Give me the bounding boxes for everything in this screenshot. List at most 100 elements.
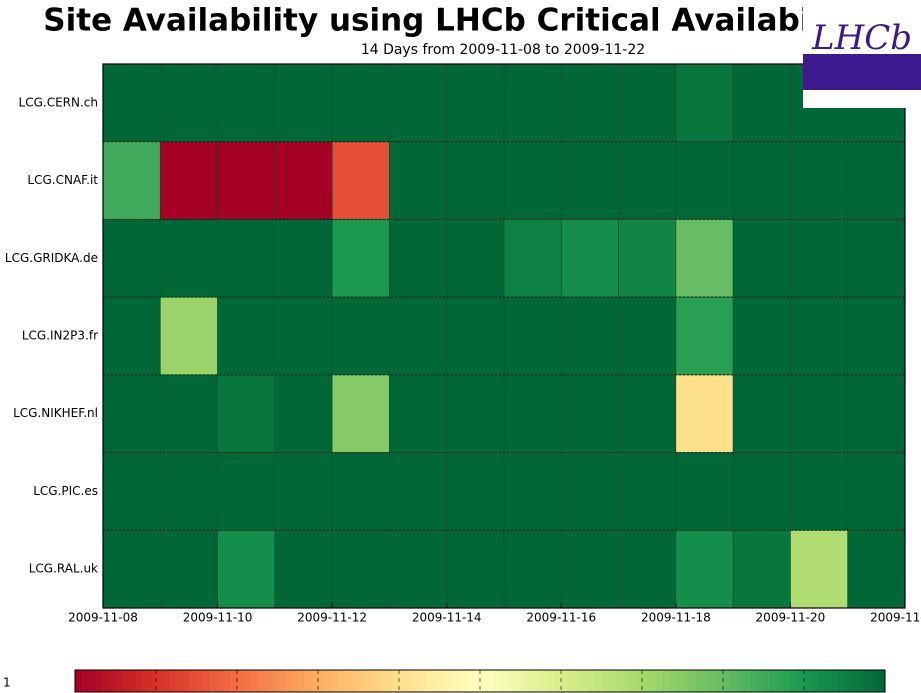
heatmap-cell: [217, 374, 276, 453]
heatmap-cell: [159, 452, 218, 531]
colorbar-segment: [608, 670, 616, 692]
colorbar-segment: [466, 670, 474, 692]
heatmap-cell: [274, 452, 333, 531]
colorbar-segment: [338, 670, 346, 692]
colorbar-segment: [561, 670, 569, 692]
colorbar-frame: [74, 669, 886, 693]
colorbar-segment: [615, 670, 623, 692]
colorbar-segment: [831, 670, 839, 692]
heatmap-cell: [675, 296, 734, 376]
colorbar-segment: [756, 670, 764, 692]
colorbar-segment: [142, 670, 150, 692]
colorbar-segment: [392, 670, 400, 692]
heatmap-cell: [446, 63, 505, 143]
colorbar-segment: [547, 670, 555, 692]
chart-title: Site Availability using LHCb Critical Av…: [43, 3, 866, 39]
colorbar-segment: [176, 670, 184, 692]
colorbar-segment: [662, 670, 670, 692]
heatmap-cell: [618, 452, 677, 531]
colorbar-segment: [709, 670, 717, 692]
heatmap-cell: [389, 452, 448, 531]
colorbar-segment: [777, 670, 785, 692]
heatmap-cell: [217, 452, 276, 531]
heatmap-cell: [446, 141, 505, 220]
colorbar-segment: [716, 670, 724, 692]
heatmap-cell: [847, 374, 906, 453]
colorbar-segment: [642, 670, 650, 692]
y-tick-label: LCG.IN2P3.fr: [22, 329, 98, 343]
colorbar-segment: [75, 670, 83, 692]
heatmap-cell: [274, 296, 333, 376]
colorbar-segment: [655, 670, 663, 692]
colorbar-segment: [122, 670, 130, 692]
colorbar-segment: [804, 670, 812, 692]
heatmap-cell: [331, 452, 390, 531]
colorbar-segment: [696, 670, 704, 692]
y-tick-label: LCG.PIC.es: [33, 484, 98, 498]
colorbar-segment: [412, 670, 420, 692]
colorbar-segment: [689, 670, 697, 692]
heatmap-cell: [503, 141, 562, 220]
heatmap-cell: [847, 141, 906, 220]
colorbar-segment: [500, 670, 508, 692]
heatmap-cell: [790, 296, 849, 376]
plot-frame: [102, 63, 906, 609]
heatmap-cell: [331, 296, 390, 376]
colorbar-segment: [790, 670, 798, 692]
heatmap-cell: [503, 219, 562, 298]
heatmap-cell: [446, 219, 505, 298]
heatmap-cell: [331, 219, 390, 298]
heatmap-cell: [389, 296, 448, 376]
heatmap-cell: [274, 529, 333, 609]
colorbar-segment: [878, 670, 886, 692]
colorbar-segment: [216, 670, 224, 692]
heatmap-cell: [446, 529, 505, 609]
colorbar-segment: [493, 670, 501, 692]
colorbar-segment: [473, 670, 481, 692]
colorbar-segment: [486, 670, 494, 692]
heatmap-cell: [389, 374, 448, 453]
colorbar-segment: [520, 670, 528, 692]
colorbar-segment: [385, 670, 393, 692]
colorbar-segment: [189, 670, 197, 692]
colorbar-segment: [507, 670, 515, 692]
heatmap-cell: [618, 141, 677, 220]
colorbar-segment: [108, 670, 116, 692]
colorbar-segment: [534, 670, 542, 692]
heatmap-cell: [732, 529, 791, 609]
colorbar-segment: [405, 670, 413, 692]
heatmap-cell: [102, 296, 161, 376]
heatmap-cell: [732, 296, 791, 376]
heatmap-cell: [159, 374, 218, 453]
heatmap-cell: [790, 452, 849, 531]
colorbar-segment: [284, 670, 292, 692]
colorbar-segment: [304, 670, 312, 692]
colorbar-segment: [581, 670, 589, 692]
x-tick-label: 2009-11-18: [641, 611, 711, 625]
heatmap-cell: [618, 296, 677, 376]
colorbar-segment: [675, 670, 683, 692]
logo-band: [803, 54, 921, 90]
colorbar-segment: [102, 670, 110, 692]
heatmap-cell: [503, 296, 562, 376]
colorbar-segment: [129, 670, 137, 692]
colorbar-segment: [750, 670, 758, 692]
colorbar-segment: [527, 670, 535, 692]
heatmap-cell: [618, 374, 677, 453]
colorbar-segment: [432, 670, 440, 692]
colorbar-segment: [223, 670, 231, 692]
heatmap-cell: [102, 219, 161, 298]
colorbar-segment: [399, 670, 407, 692]
heatmap-cell: [790, 374, 849, 453]
colorbar-segment: [810, 670, 818, 692]
chart-subtitle: 14 Days from 2009-11-08 to 2009-11-22: [361, 42, 645, 58]
y-tick-label: LCG.GRIDKA.de: [5, 251, 98, 265]
colorbar-segment: [95, 670, 103, 692]
colorbar-segment: [554, 670, 562, 692]
heatmap-cell: [847, 219, 906, 298]
colorbar-segment: [135, 670, 143, 692]
colorbar-segment: [480, 670, 488, 692]
heatmap-cell: [732, 452, 791, 531]
colorbar-segment: [459, 670, 467, 692]
